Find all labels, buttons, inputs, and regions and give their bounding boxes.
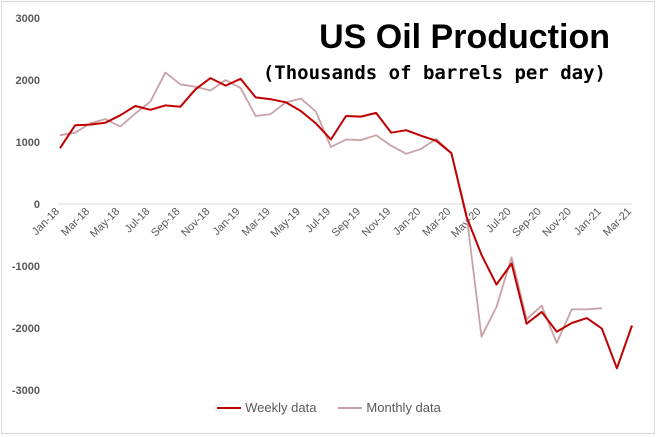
x-tick-label: Sep-20 [510,206,544,240]
y-tick-label: 2000 [16,75,40,87]
x-tick-label: Mar-19 [240,206,273,239]
x-tick-label: Mar-20 [420,206,453,239]
x-tick-label: Nov-18 [179,206,213,240]
legend-label-weekly: Weekly data [245,400,317,415]
legend-swatch-weekly [217,406,242,409]
x-tick-label: Mar-18 [59,206,92,239]
y-tick-label: -3000 [12,385,40,397]
y-tick-label: -2000 [12,323,40,335]
chart-subtitle: (Thousands of barrels per day) [262,62,606,84]
x-tick-label: Nov-19 [360,206,394,240]
x-tick-label: May-19 [269,206,303,240]
x-tick-label: Sep-19 [330,206,364,240]
x-tick-label: Jan-20 [391,206,423,238]
y-tick-label: -1000 [12,261,40,273]
legend-swatch-monthly [338,406,363,409]
x-tick-label: Sep-18 [149,206,183,240]
y-tick-label: 1000 [16,137,40,149]
x-tick-label: Jan-21 [572,206,604,238]
series-line-weekly [59,77,633,370]
legend: Weekly data Monthly data [0,400,658,415]
y-tick-label: 3000 [16,13,40,25]
y-tick-label: 0 [34,199,40,211]
x-tick-label: May-18 [88,206,122,240]
series-line-monthly [59,71,602,344]
legend-item-monthly: Monthly data [338,400,441,415]
legend-label-monthly: Monthly data [366,400,441,415]
x-tick-label: Mar-21 [601,206,634,239]
chart-title: US Oil Production [319,18,610,56]
x-tick-label: Nov-20 [540,206,574,240]
x-tick-label: Jan-19 [210,206,242,238]
legend-item-weekly: Weekly data [217,400,316,415]
